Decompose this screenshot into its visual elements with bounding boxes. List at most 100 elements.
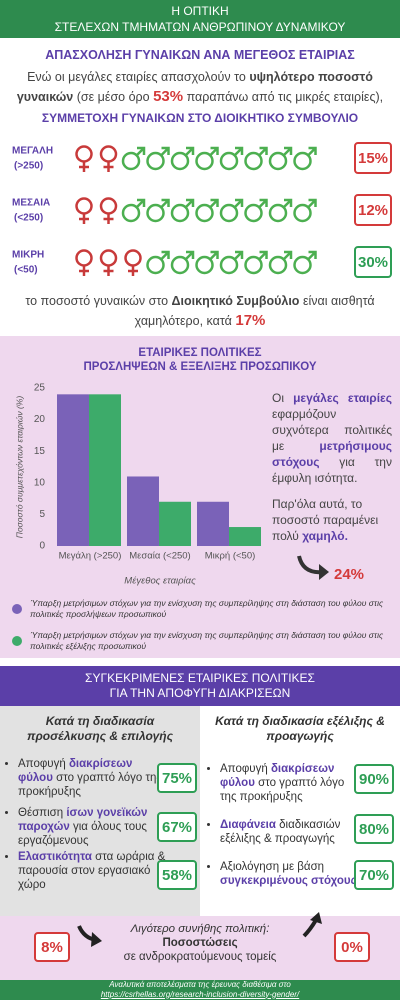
y-tick-label: 25	[34, 383, 46, 394]
text: στο γραπτό λόγο της προκήρυξης	[220, 777, 345, 803]
title-line: ΠΡΟΣΛΗΨΕΩΝ & ΕΞΕΛΙΞΗΣ ΠΡΟΣΩΠΙΚΟΥ	[83, 361, 317, 373]
percent-box: 58%	[157, 860, 197, 890]
text: υψηλότερο ποσοστό γυναικών	[16, 70, 373, 104]
male-icon	[121, 198, 146, 223]
icon-part	[99, 145, 118, 163]
icon-part	[307, 146, 317, 156]
chart-title: ΕΤΑΙΡΙΚΕΣ ΠΟΛΙΤΙΚΕΣ ΠΡΟΣΛΗΨΕΩΝ & ΕΞΕΛΙΞΗ…	[0, 346, 400, 374]
icon-part	[234, 146, 244, 156]
y-tick-label: 5	[39, 509, 45, 520]
icon-part	[128, 265, 138, 276]
icon-part	[293, 255, 312, 275]
female-icons	[75, 145, 118, 172]
legend-swatch	[12, 604, 22, 614]
male-icon	[146, 146, 170, 171]
icon-part	[185, 250, 195, 260]
board-icons: ΜΕΓΑΛΗ (>250) ΜΕΣΑΙΑ (<250) ΜΙΚΡΗ (<50)	[12, 145, 317, 276]
text: Ενώ οι μεγάλες εταιρίες απασχολούν το	[27, 70, 246, 84]
percent-box: 30%	[354, 246, 392, 278]
text: εφαρμόζουν συχνότερα πολιτικές με	[272, 407, 392, 453]
text: Αποφυγή	[18, 758, 66, 770]
icon-part	[146, 151, 165, 171]
icon-part	[219, 255, 239, 275]
icon-part	[307, 250, 317, 260]
header-line: ΣΤΕΛΕΧΩΝ ΤΜΗΜΑΤΩΝ ΑΝΘΡΩΠΙΝΟΥ ΔΥΝΑΜΙΚΟΥ	[54, 20, 346, 34]
employment-text: Ενώ οι μεγάλες εταιρίες απασχολούν το υψ…	[10, 68, 390, 107]
icon-part	[268, 255, 288, 275]
male-icon	[170, 198, 195, 223]
male-icon	[244, 146, 268, 171]
text: διαδικασιών εξέλιξης & προαγωγής	[220, 819, 341, 845]
title-line: ΕΤΑΙΡΙΚΕΣ ΠΟΛΙΤΙΚΕΣ	[138, 347, 262, 359]
text: Θέσπιση	[18, 807, 64, 819]
icon-part	[136, 146, 146, 156]
footer-link[interactable]: https://csrhellas.org/research-inclusion…	[100, 989, 300, 999]
text: διακρίσεων φύλου	[220, 763, 335, 789]
male-icon	[268, 250, 293, 275]
female-icon	[75, 145, 93, 172]
legend-item: Ύπαρξη μετρήσιμων στόχων για την ενίσχυσ…	[12, 630, 392, 652]
bar	[127, 476, 159, 546]
percent-box: 70%	[354, 860, 394, 890]
insight-percent: 24%	[334, 566, 365, 583]
row-sublabel: (<250)	[14, 213, 43, 224]
male-icon	[293, 250, 317, 275]
female-icons	[75, 249, 142, 276]
icon-part	[307, 198, 317, 208]
percent-box: 80%	[354, 814, 394, 844]
icon-part	[195, 151, 214, 171]
least-text: Λιγότερο συνήθης πολιτική: Ποσοστώσεις σ…	[100, 922, 300, 964]
policy-item: Αποφυγή διακρίσεων φύλου στο γραπτό λόγο…	[4, 757, 168, 799]
icon-part	[136, 198, 146, 208]
icon-part	[103, 265, 114, 276]
x-tick-label: Μεγάλη (>250)	[59, 551, 122, 562]
y-tick-label: 20	[34, 414, 46, 425]
text: παραπάνω από τις μικρές εταιρίες),	[186, 90, 384, 104]
male-icon	[195, 250, 219, 275]
text: Ποσοστώσεις	[162, 937, 238, 949]
header-line: Η ΟΠΤΙΚΗ	[171, 4, 229, 18]
text: σε ανδροκρατούμενους τομείς	[123, 951, 277, 963]
y-tick-label: 15	[34, 446, 46, 457]
icon-part	[268, 203, 288, 223]
icon-part	[146, 203, 165, 223]
text: Λιγότερο συνήθης πολιτική:	[130, 923, 270, 935]
icon-part	[79, 161, 89, 172]
female-icon	[99, 197, 118, 224]
icon-part	[244, 203, 263, 223]
female-icon	[99, 145, 118, 172]
icon-part	[195, 255, 214, 275]
legend: Ύπαρξη μετρήσιμων στόχων για την ενίσχυσ…	[12, 598, 392, 662]
male-icon	[170, 146, 195, 171]
banner-line: ΓΙΑ ΤΗΝ ΑΠΟΦΥΓΗ ΔΙΑΚΡΙΣΕΩΝ	[109, 686, 291, 700]
icon-part	[124, 249, 142, 267]
bar	[89, 394, 121, 546]
text: διακρίσεων φύλου	[18, 758, 133, 784]
male-icons	[121, 198, 317, 223]
icon-part	[234, 198, 244, 208]
icon-part	[79, 265, 89, 276]
bar	[57, 394, 89, 546]
insight-p: Οι μεγάλες εταιρίες εφαρμόζουν συχνότερα…	[272, 390, 392, 486]
text: ίσων γονεϊκών παροχών	[18, 807, 148, 833]
insight: Οι μεγάλες εταιρίες εφαρμόζουν συχνότερα…	[272, 390, 392, 544]
section-title: ΣΥΜΜΕΤΟΧΗ ΓΥΝΑΙΚΩΝ ΣΤΟ ΔΙΟΙΚΗΤΙΚΟ ΣΥΜΒΟΥ…	[41, 111, 359, 125]
header: Η ΟΠΤΙΚΗ ΣΤΕΛΕΧΩΝ ΤΜΗΜΑΤΩΝ ΑΝΘΡΩΠΙΝΟΥ ΔΥ…	[0, 0, 400, 38]
text: Παρ'όλα αυτά, το ποσοστό παραμένει πολύ	[272, 497, 379, 543]
icon-part	[185, 198, 195, 208]
row-label: ΜΕΣΑΙΑ	[12, 198, 50, 209]
text: για όλους τους εργαζόμενους	[18, 821, 147, 847]
policies-banner: ΣΥΓΚΕΚΡΙΜΕΝΕΣ ΕΤΑΙΡΙΚΕΣ ΠΟΛΙΤΙΚΕΣ ΓΙΑ ΤΗ…	[0, 666, 400, 706]
row-label: ΜΕΓΑΛΗ	[12, 146, 53, 157]
male-icon	[244, 198, 268, 223]
male-icon	[219, 146, 244, 171]
text: Διοικητικό Συμβούλιο	[171, 294, 300, 308]
text: μεγάλες εταιρίες	[293, 391, 392, 405]
text: (σε μέσο όρο	[76, 90, 150, 104]
section-title: ΑΠΑΣΧΟΛΗΣΗ ΓΥΝΑΙΚΩΝ ΑΝΑ ΜΕΓΕΘΟΣ ΕΤΑΙΡΙΑΣ	[45, 48, 355, 62]
percent-box: 15%	[354, 142, 392, 174]
percent-box: 67%	[157, 812, 197, 842]
male-icons	[146, 250, 317, 275]
icon-part	[258, 146, 268, 156]
